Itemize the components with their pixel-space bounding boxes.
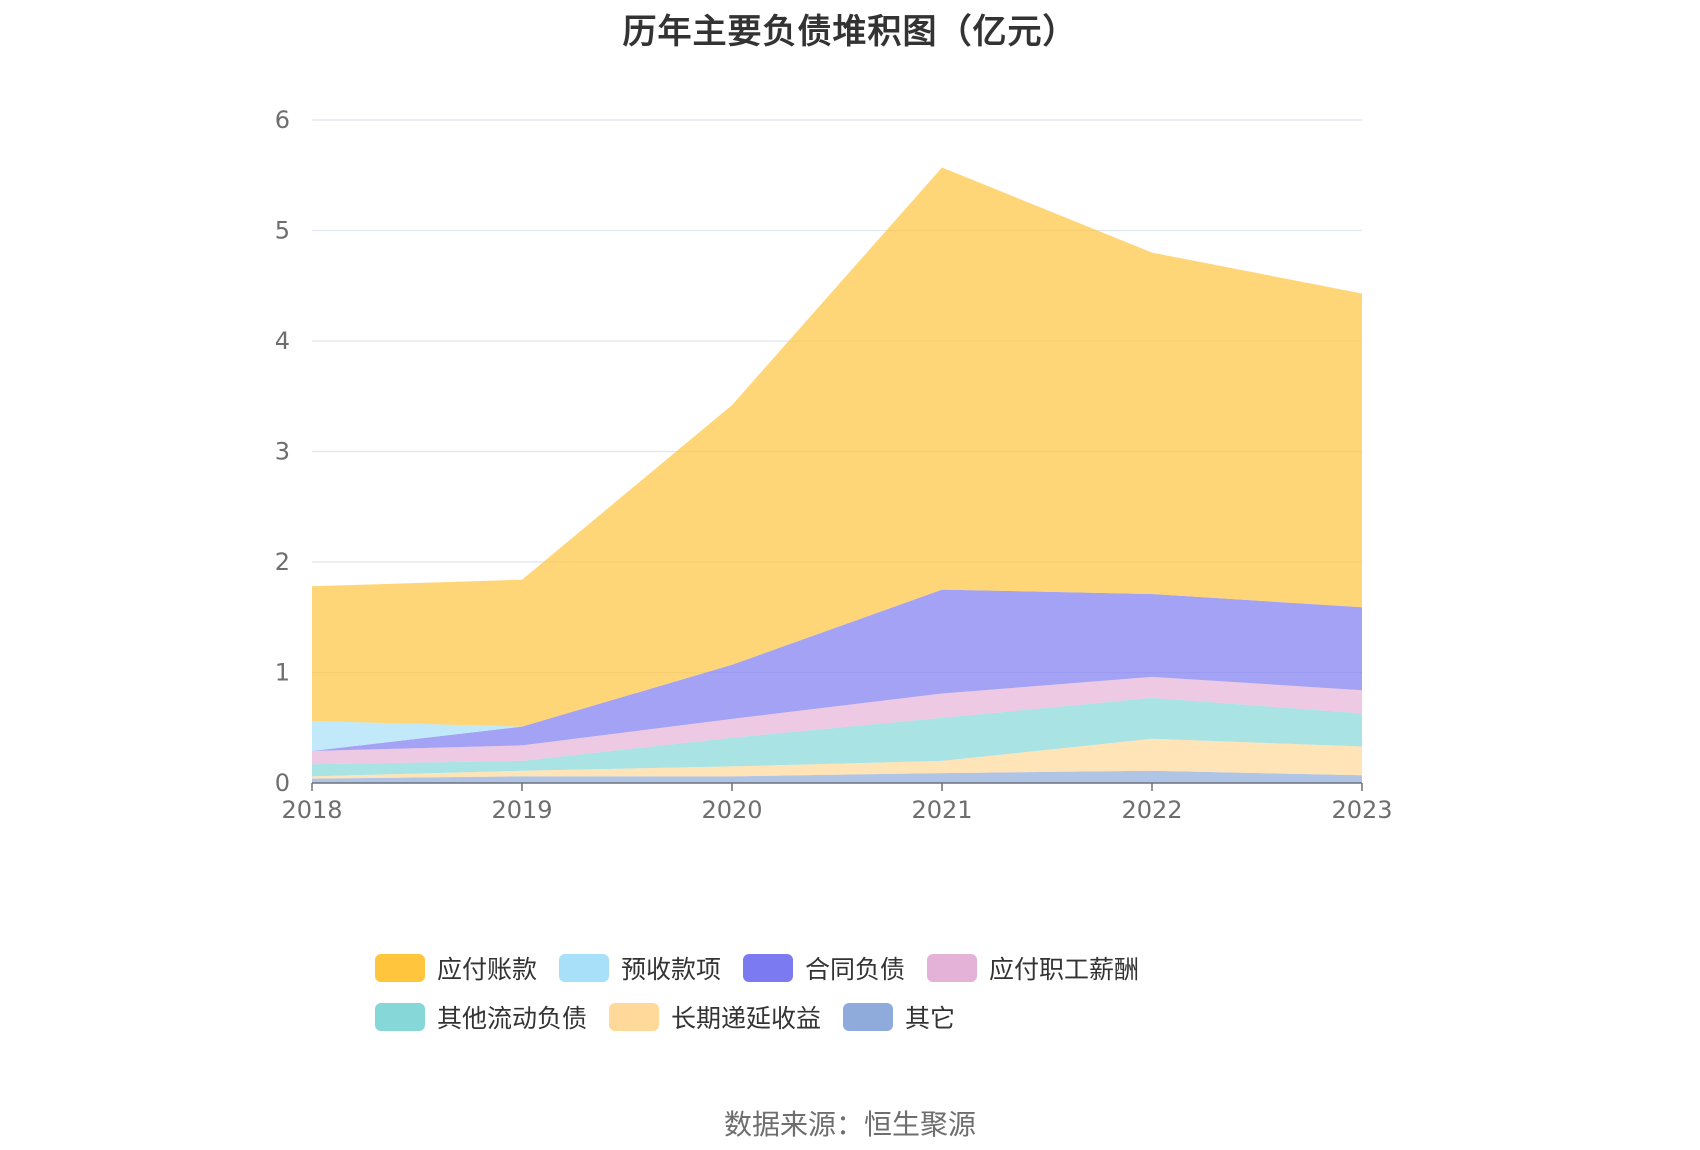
legend-item[interactable]: 合同负债 xyxy=(743,950,905,986)
x-tick-label-2021: 2021 xyxy=(911,796,972,824)
y-tick-label-3: 3 xyxy=(275,438,290,466)
area-series-2 xyxy=(312,697,1362,777)
legend-row: 应付账款 预收款项 合同负债 应付职工薪酬其他流动负债 长期递延收益 其它 xyxy=(375,950,1375,1048)
axes: 0 1 2 3 4 5 6 2018 2019 2020 2021 2022 2023 xyxy=(275,106,1393,824)
x-tick-label-2022: 2022 xyxy=(1121,796,1182,824)
legend-label: 其它 xyxy=(905,1004,956,1033)
legend-swatch xyxy=(375,1003,425,1031)
y-tick-label-0: 0 xyxy=(275,769,290,797)
legend-label: 长期递延收益 xyxy=(671,1004,822,1033)
legend-swatch xyxy=(843,1003,894,1031)
y-tick-label-4: 4 xyxy=(275,327,290,355)
legend-label: 应付职工薪酬 xyxy=(989,955,1140,984)
area-series-1 xyxy=(312,738,1362,779)
legend-item[interactable]: 预收款项 xyxy=(559,950,721,986)
x-tick-label-2018: 2018 xyxy=(281,796,342,824)
data-source-note: 数据来源：恒生聚源 xyxy=(723,1108,976,1141)
y-tick-label-6: 6 xyxy=(275,106,290,134)
area-series-4 xyxy=(312,589,1362,751)
legend-item[interactable]: 应付账款 xyxy=(375,950,537,986)
legend-swatch xyxy=(609,1003,660,1031)
area-series-0 xyxy=(312,770,1362,783)
legend-label: 其他流动负债 xyxy=(437,1004,588,1033)
legend-item[interactable]: 应付职工薪酬 xyxy=(927,950,1139,986)
area-series-6 xyxy=(312,167,1362,727)
legend-item[interactable]: 长期递延收益 xyxy=(609,999,821,1035)
legend-label: 合同负债 xyxy=(805,955,906,984)
legend-label: 应付账款 xyxy=(437,955,538,984)
chart-title: 历年主要负债堆积图（亿元） xyxy=(622,12,1078,52)
legend-swatch xyxy=(743,954,794,982)
legend: 应付账款 预收款项 合同负债 应付职工薪酬其他流动负债 长期递延收益 其它 xyxy=(375,950,1375,1048)
legend-swatch xyxy=(927,954,978,982)
legend-swatch xyxy=(559,954,610,982)
stacked-areas xyxy=(312,167,1362,783)
y-tick-label-2: 2 xyxy=(275,548,290,576)
x-tick-label-2019: 2019 xyxy=(491,796,552,824)
legend-label: 预收款项 xyxy=(621,955,722,984)
area-series-3 xyxy=(312,676,1362,765)
x-tick-label-2020: 2020 xyxy=(701,796,762,824)
legend-item[interactable]: 其他流动负债 xyxy=(375,999,587,1035)
x-tick-label-2023: 2023 xyxy=(1331,796,1392,824)
legend-swatch xyxy=(375,954,425,982)
y-tick-label-5: 5 xyxy=(275,217,290,245)
legend-item[interactable]: 其它 xyxy=(843,999,955,1035)
area-series-5 xyxy=(312,589,1362,751)
y-tick-label-1: 1 xyxy=(275,659,290,687)
